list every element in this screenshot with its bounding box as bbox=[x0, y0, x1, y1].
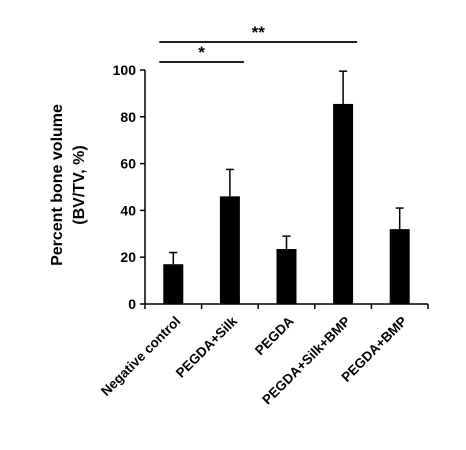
bar-5 bbox=[389, 229, 410, 304]
y-tick-label: 80 bbox=[120, 109, 136, 125]
y-axis-label: Percent bone volume (BV/TV, %) bbox=[49, 104, 88, 266]
y-tick-label: 40 bbox=[120, 202, 136, 218]
bar-2 bbox=[219, 196, 240, 304]
bar-4 bbox=[333, 103, 354, 305]
y-tick-label: 100 bbox=[113, 62, 137, 78]
y-tick-label: 0 bbox=[128, 296, 136, 312]
y-axis-label-line-1: Percent bone volume bbox=[49, 104, 66, 266]
x-category-label: PEGDA+Silk bbox=[173, 313, 240, 380]
y-tick-label: 60 bbox=[120, 156, 136, 172]
y-tick-label: 20 bbox=[120, 249, 136, 265]
x-category-label: PEGDA bbox=[252, 313, 297, 358]
bar-1 bbox=[163, 264, 184, 304]
significance-label: * bbox=[198, 43, 205, 62]
y-axis-label-line-2: (BV/TV, %) bbox=[71, 145, 88, 224]
bar-3 bbox=[276, 249, 297, 304]
significance-label: ** bbox=[252, 23, 266, 42]
x-category-label: Negative control bbox=[98, 314, 183, 399]
